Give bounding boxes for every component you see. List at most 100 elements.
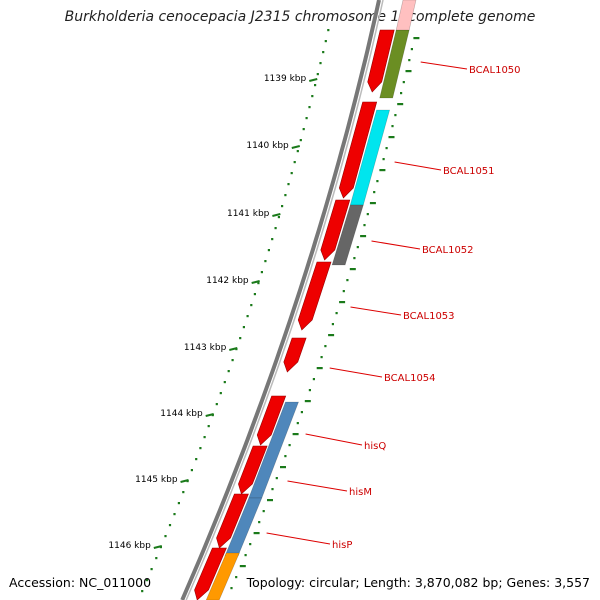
ruler-dot <box>150 568 153 571</box>
ruler-dot <box>314 84 317 87</box>
gene-block-orange <box>205 552 240 600</box>
ruler-dot <box>223 381 226 384</box>
gene-label-hisq: hisQ <box>364 441 386 452</box>
gene-label-hism: hisM <box>349 487 372 498</box>
inner-tick <box>400 92 403 95</box>
gene-labels: BCAL1050 BCAL1051 BCAL1052 BCAL1053 BCAL1054… <box>266 61 521 551</box>
ruler-tick <box>229 347 238 351</box>
ruler-label: 1143 kbp <box>184 343 227 353</box>
backbone-inner <box>185 0 384 600</box>
ruler-dot <box>250 304 253 307</box>
ruler-dot <box>277 216 280 219</box>
inner-tick <box>308 389 311 392</box>
ruler-dot <box>260 271 263 274</box>
inner-tick <box>413 37 420 40</box>
gene-arrow <box>216 493 249 549</box>
inner-tick <box>267 499 273 502</box>
ruler-dot <box>287 183 290 186</box>
gene-label-bcal1054: BCAL1054 <box>384 373 436 384</box>
inner-tick <box>320 356 323 359</box>
inner-tick <box>391 125 394 128</box>
ruler-dot <box>271 238 274 241</box>
inner-tick <box>312 378 315 381</box>
ruler-dot <box>145 579 148 582</box>
inner-tick <box>271 488 274 491</box>
inner-tick <box>288 444 291 447</box>
inner-tick <box>230 587 233 590</box>
ruler-dot <box>203 436 206 439</box>
leader-line <box>305 433 363 446</box>
ruler-tick <box>153 545 163 549</box>
leader-line <box>371 240 421 250</box>
ruler-ticks <box>153 78 318 549</box>
ruler-dot <box>246 315 249 318</box>
ruler-dot <box>195 458 198 461</box>
ruler-dot <box>190 469 193 472</box>
ruler-tick <box>205 413 214 417</box>
ruler-dot <box>305 117 308 120</box>
ruler-label: 1141 kbp <box>227 209 270 219</box>
gene-label-bcal1053: BCAL1053 <box>403 311 455 322</box>
ruler-label: 1145 kbp <box>135 475 178 485</box>
ruler-dot <box>155 557 158 560</box>
inner-tick <box>275 477 278 480</box>
ruler-dot <box>290 172 293 175</box>
ruler-label: 1144 kbp <box>160 409 203 419</box>
inner-tick <box>244 554 247 557</box>
inner-tick <box>280 466 286 469</box>
ruler-dot <box>319 62 322 65</box>
feature-track <box>194 0 417 600</box>
ruler-dot <box>327 29 330 32</box>
inner-tick <box>258 521 261 524</box>
ruler-dot <box>299 139 302 142</box>
ruler-dot <box>182 491 185 494</box>
gene-label-bcal1050: BCAL1050 <box>469 65 521 76</box>
gene-block-bcal1052 <box>331 204 364 266</box>
ruler-dot <box>324 40 327 43</box>
inner-tick <box>235 576 238 579</box>
ruler-dot <box>264 260 267 263</box>
ruler-label: 1139 kbp <box>264 74 307 84</box>
gene-arrow <box>338 101 378 199</box>
inner-tick <box>342 290 345 293</box>
ruler-dot <box>215 403 218 406</box>
gene-arrow <box>256 395 287 446</box>
ruler-label: 1146 kbp <box>108 541 151 551</box>
inner-tick <box>397 103 404 106</box>
ruler-dot <box>164 535 167 538</box>
inner-tick <box>376 180 379 183</box>
leader-line <box>394 161 442 171</box>
gene-label-bcal1051: BCAL1051 <box>443 166 495 177</box>
inner-tick <box>388 136 395 139</box>
inner-tick <box>382 158 385 161</box>
inner-tick <box>324 345 327 348</box>
leader-line <box>266 532 331 545</box>
ruler-dot <box>284 194 287 197</box>
gene-block-pink <box>395 0 417 31</box>
gene-arrow <box>194 547 227 600</box>
inner-tick <box>346 279 349 282</box>
inner-tick <box>385 147 388 150</box>
ruler-dot <box>311 95 314 98</box>
leader-line <box>420 61 468 70</box>
gene-label-hisp: hisP <box>332 540 352 551</box>
inner-tick <box>369 202 376 205</box>
gene-arrow <box>320 199 351 261</box>
gene-arrow <box>297 261 332 331</box>
ruler-tick <box>309 78 318 82</box>
inner-tick <box>410 48 413 51</box>
inner-tick <box>394 114 397 117</box>
ruler-dot <box>308 106 311 109</box>
ruler-dot <box>177 502 180 505</box>
inner-tick <box>284 455 287 458</box>
ruler-tick <box>272 213 281 217</box>
ruler-dot <box>239 337 242 340</box>
inner-tick <box>249 543 252 546</box>
ruler-labels: 1139 kbp 1140 kbp 1141 kbp 1142 kbp 1143 kbp… <box>108 74 306 551</box>
ruler-dot <box>281 205 284 208</box>
inner-tick <box>353 257 356 260</box>
inner-tick <box>373 191 376 194</box>
gene-arrow <box>283 337 307 373</box>
ruler-dot <box>242 326 245 329</box>
